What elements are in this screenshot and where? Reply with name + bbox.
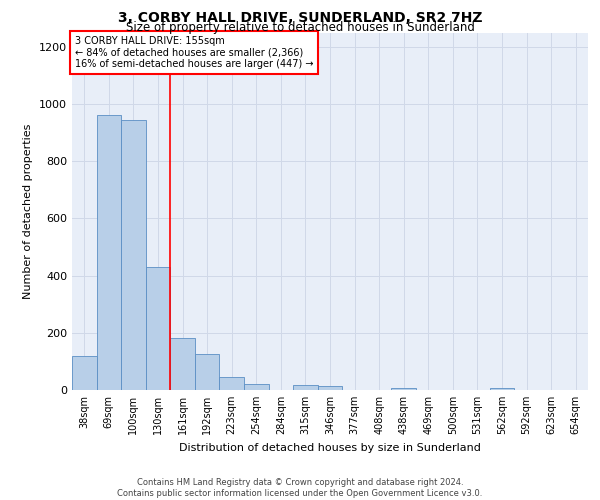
- Bar: [146, 267, 170, 390]
- X-axis label: Distribution of detached houses by size in Sunderland: Distribution of detached houses by size …: [179, 442, 481, 452]
- Y-axis label: Number of detached properties: Number of detached properties: [23, 124, 34, 299]
- Bar: [220, 377, 244, 390]
- Bar: [121, 120, 146, 390]
- Bar: [293, 385, 318, 390]
- Bar: [391, 388, 416, 390]
- Bar: [244, 384, 269, 390]
- Bar: [97, 116, 121, 390]
- Bar: [490, 388, 514, 390]
- Text: Contains HM Land Registry data © Crown copyright and database right 2024.
Contai: Contains HM Land Registry data © Crown c…: [118, 478, 482, 498]
- Text: Size of property relative to detached houses in Sunderland: Size of property relative to detached ho…: [125, 21, 475, 34]
- Text: 3 CORBY HALL DRIVE: 155sqm
← 84% of detached houses are smaller (2,366)
16% of s: 3 CORBY HALL DRIVE: 155sqm ← 84% of deta…: [74, 36, 313, 70]
- Text: 3, CORBY HALL DRIVE, SUNDERLAND, SR2 7HZ: 3, CORBY HALL DRIVE, SUNDERLAND, SR2 7HZ: [118, 11, 482, 25]
- Bar: [72, 356, 97, 390]
- Bar: [170, 338, 195, 390]
- Bar: [195, 354, 220, 390]
- Bar: [318, 386, 342, 390]
